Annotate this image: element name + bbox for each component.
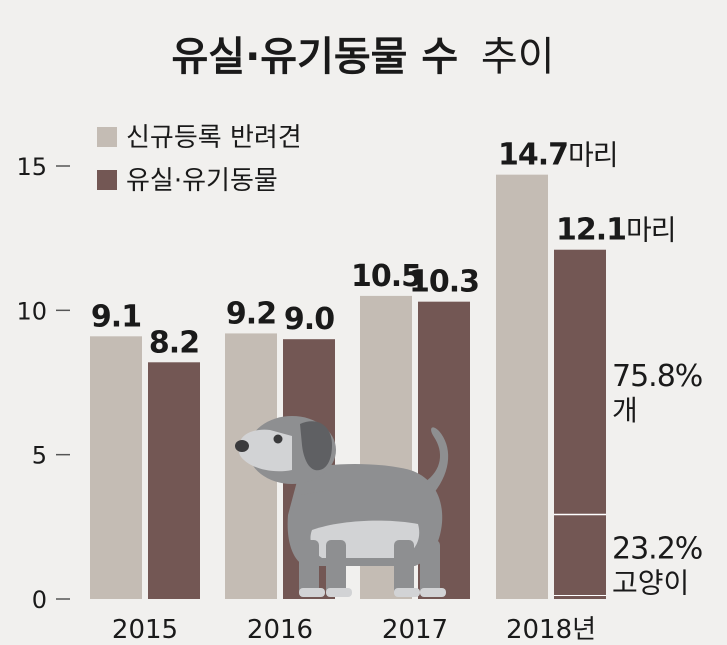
- data-label: 12.1마리: [556, 213, 676, 248]
- chart-title-light: 추이: [481, 34, 555, 80]
- unit-suffix: 마리: [568, 139, 618, 172]
- breakdown-label-dog: 개: [612, 394, 638, 427]
- data-label: 9.2: [226, 296, 276, 331]
- x-tick-label: 2016: [247, 615, 313, 645]
- bar-new-dogs-0: [90, 336, 142, 599]
- data-label: 14.7마리: [498, 138, 618, 173]
- bar-new-dogs-3: [496, 174, 548, 599]
- y-tick-label: 15: [16, 153, 47, 181]
- data-label: 9.0: [284, 302, 334, 337]
- y-tick-label: 10: [16, 297, 47, 325]
- x-tick-label: 2018년: [506, 615, 596, 645]
- data-label: 10.3: [409, 265, 479, 300]
- legend-label-lost-animals: 유실·유기동물: [126, 166, 278, 196]
- legend: 신규등록 반려견 유실·유기동물: [97, 123, 302, 196]
- breakdown-value-cat: 23.2%: [612, 532, 702, 567]
- data-label: 8.2: [149, 325, 199, 360]
- y-tick-label: 0: [32, 586, 47, 614]
- dog-icon: [235, 416, 449, 597]
- y-axis: 0 5 10 15: [16, 153, 70, 614]
- x-tick-label: 2015: [112, 615, 178, 645]
- chart-title-bold: 유실·유기동물 수: [171, 34, 458, 80]
- y-tick-label: 5: [32, 442, 47, 470]
- data-label: 10.5: [351, 259, 421, 294]
- x-tick-label: 2017: [382, 615, 448, 645]
- bar-lost-animals-0: [148, 362, 200, 599]
- bar-lost-animals-3: [554, 249, 606, 600]
- chart-title: 유실·유기동물 수 추이: [171, 34, 554, 80]
- unit-suffix: 마리: [626, 214, 676, 247]
- data-label: 9.1: [91, 299, 141, 334]
- legend-swatch-new-dogs: [97, 127, 117, 147]
- legend-swatch-lost-animals: [97, 170, 117, 190]
- breakdown-label-cat: 고양이: [612, 567, 689, 600]
- breakdown-value-dog: 75.8%: [612, 359, 702, 394]
- legend-label-new-dogs: 신규등록 반려견: [126, 123, 302, 153]
